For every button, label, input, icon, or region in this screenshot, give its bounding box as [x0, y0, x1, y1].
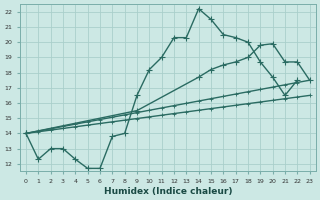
X-axis label: Humidex (Indice chaleur): Humidex (Indice chaleur) [104, 187, 232, 196]
